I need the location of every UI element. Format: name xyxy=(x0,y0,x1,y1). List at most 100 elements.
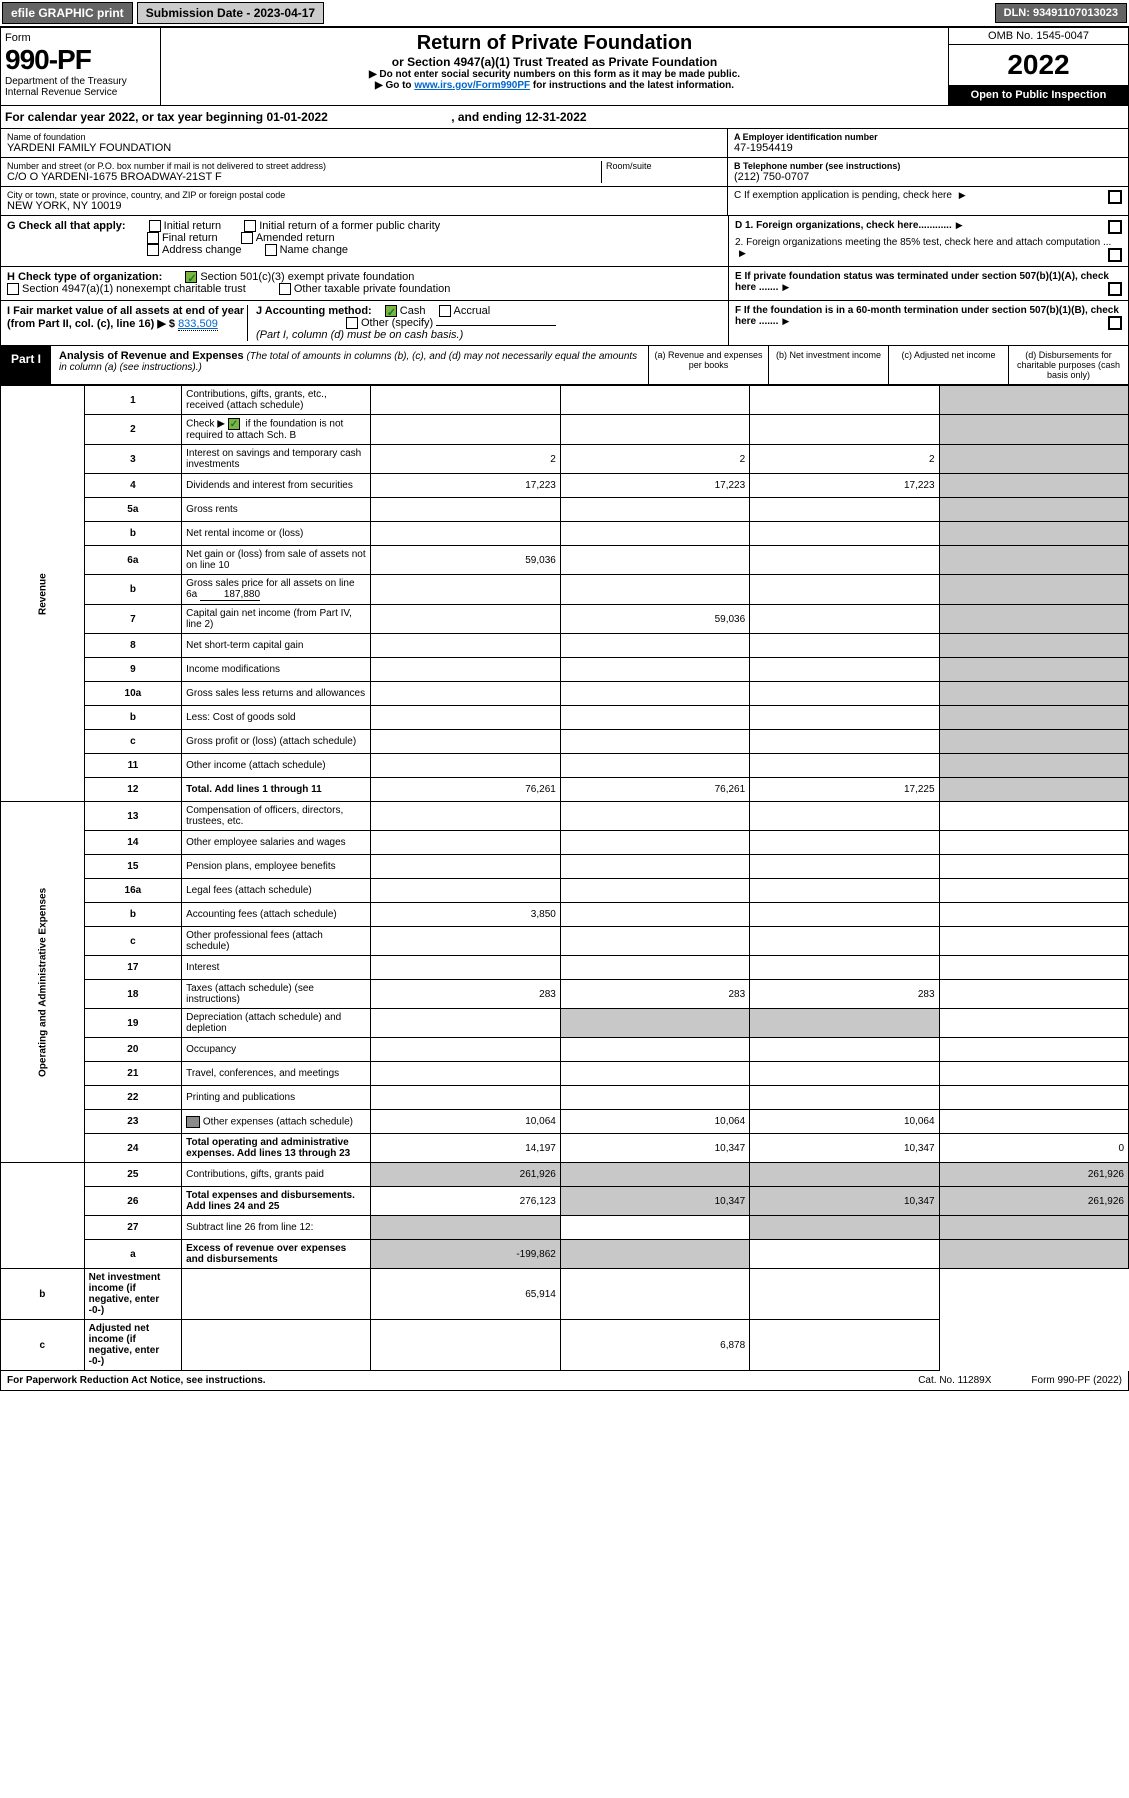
cell xyxy=(371,802,560,831)
row-desc: Check ▶ if the foundation is not require… xyxy=(182,415,371,445)
cell xyxy=(939,879,1128,903)
cell xyxy=(750,927,939,956)
arrow-icon xyxy=(959,190,966,201)
row-num: b xyxy=(84,706,181,730)
g-name-ck[interactable] xyxy=(265,244,277,256)
cell: 65,914 xyxy=(371,1269,560,1320)
cell xyxy=(939,1009,1128,1038)
row-num: 24 xyxy=(84,1134,181,1163)
row-num: 10a xyxy=(84,682,181,706)
row-desc: Subtract line 26 from line 12: xyxy=(182,1216,371,1240)
cell: 17,223 xyxy=(560,474,749,498)
j-accrual-ck[interactable] xyxy=(439,305,451,317)
h-other-ck[interactable] xyxy=(279,283,291,295)
cell xyxy=(560,831,749,855)
row-desc: Total operating and administrative expen… xyxy=(182,1134,371,1163)
cell: 10,347 xyxy=(560,1187,749,1216)
cell xyxy=(939,980,1128,1009)
row-num: 4 xyxy=(84,474,181,498)
form-header: Form 990-PF Department of the Treasury I… xyxy=(0,27,1129,106)
table-row: 15Pension plans, employee benefits xyxy=(1,855,1129,879)
cell xyxy=(750,956,939,980)
table-row: 12Total. Add lines 1 through 1176,26176,… xyxy=(1,778,1129,802)
cell xyxy=(371,605,560,634)
attach-icon[interactable] xyxy=(186,1116,200,1128)
g-address-ck[interactable] xyxy=(147,244,159,256)
cell xyxy=(560,522,749,546)
cell xyxy=(939,415,1128,445)
row-num: 11 xyxy=(84,754,181,778)
cell xyxy=(560,1216,749,1240)
cell xyxy=(371,927,560,956)
cell xyxy=(560,682,749,706)
j-other-ck[interactable] xyxy=(346,317,358,329)
irs-link[interactable]: www.irs.gov/Form990PF xyxy=(414,80,530,91)
cell xyxy=(750,605,939,634)
cell xyxy=(750,634,939,658)
cell xyxy=(560,1163,749,1187)
table-row: 6aNet gain or (loss) from sale of assets… xyxy=(1,546,1129,575)
cell xyxy=(750,706,939,730)
g-amended-ck[interactable] xyxy=(241,232,253,244)
cell: 261,926 xyxy=(371,1163,560,1187)
cell xyxy=(939,575,1128,605)
h-4947-ck[interactable] xyxy=(7,283,19,295)
row-num: 3 xyxy=(84,445,181,474)
table-row: 24Total operating and administrative exp… xyxy=(1,1134,1129,1163)
cell xyxy=(939,855,1128,879)
irs-label: Internal Revenue Service xyxy=(5,87,156,98)
cell: 10,064 xyxy=(371,1110,560,1134)
open-inspection: Open to Public Inspection xyxy=(949,85,1128,105)
cell xyxy=(560,634,749,658)
table-row: 16aLegal fees (attach schedule) xyxy=(1,879,1129,903)
cell xyxy=(560,879,749,903)
cell xyxy=(750,575,939,605)
row-desc: Dividends and interest from securities xyxy=(182,474,371,498)
cell xyxy=(560,903,749,927)
schb-ck[interactable] xyxy=(228,418,240,430)
row-desc: Net short-term capital gain xyxy=(182,634,371,658)
cell: 2 xyxy=(560,445,749,474)
cell xyxy=(371,1038,560,1062)
col-a-hdr: (a) Revenue and expenses per books xyxy=(648,346,768,384)
cell: 283 xyxy=(560,980,749,1009)
cell xyxy=(939,498,1128,522)
efile-button[interactable]: efile GRAPHIC print xyxy=(2,2,133,24)
e-ck[interactable] xyxy=(1108,282,1122,296)
expenses-side: Operating and Administrative Expenses xyxy=(1,802,85,1163)
ein-value: 47-1954419 xyxy=(734,142,1122,154)
g-final-ck[interactable] xyxy=(147,232,159,244)
table-row: aExcess of revenue over expenses and dis… xyxy=(1,1240,1129,1269)
row-num: 8 xyxy=(84,634,181,658)
dept-label: Department of the Treasury xyxy=(5,76,156,87)
d2-ck[interactable] xyxy=(1108,248,1122,262)
row-num: 2 xyxy=(84,415,181,445)
f-ck[interactable] xyxy=(1108,316,1122,330)
cell xyxy=(750,682,939,706)
j-cash-ck[interactable] xyxy=(385,305,397,317)
row-num: 1 xyxy=(84,386,181,415)
form-number: 990-PF xyxy=(5,44,156,76)
cell: 283 xyxy=(750,980,939,1009)
cell xyxy=(371,522,560,546)
omb-number: OMB No. 1545-0047 xyxy=(949,28,1128,45)
table-row: 17Interest xyxy=(1,956,1129,980)
col-d-hdr: (d) Disbursements for charitable purpose… xyxy=(1008,346,1128,384)
g-former-ck[interactable] xyxy=(244,220,256,232)
cell xyxy=(371,1062,560,1086)
row-desc: Accounting fees (attach schedule) xyxy=(182,903,371,927)
cell xyxy=(939,634,1128,658)
cell xyxy=(750,802,939,831)
g-initial-ck[interactable] xyxy=(149,220,161,232)
cell: 10,064 xyxy=(560,1110,749,1134)
ein-label: A Employer identification number xyxy=(734,132,1122,142)
footer: For Paperwork Reduction Act Notice, see … xyxy=(0,1371,1129,1391)
room-label: Room/suite xyxy=(606,161,721,171)
addr-value: C/O O YARDENI-1675 BROADWAY-21ST F xyxy=(7,171,601,183)
row-num: 23 xyxy=(84,1110,181,1134)
c-checkbox[interactable] xyxy=(1108,190,1122,204)
d1-ck[interactable] xyxy=(1108,220,1122,234)
h-501c3-ck[interactable] xyxy=(185,271,197,283)
row-desc: Less: Cost of goods sold xyxy=(182,706,371,730)
cell: 59,036 xyxy=(371,546,560,575)
